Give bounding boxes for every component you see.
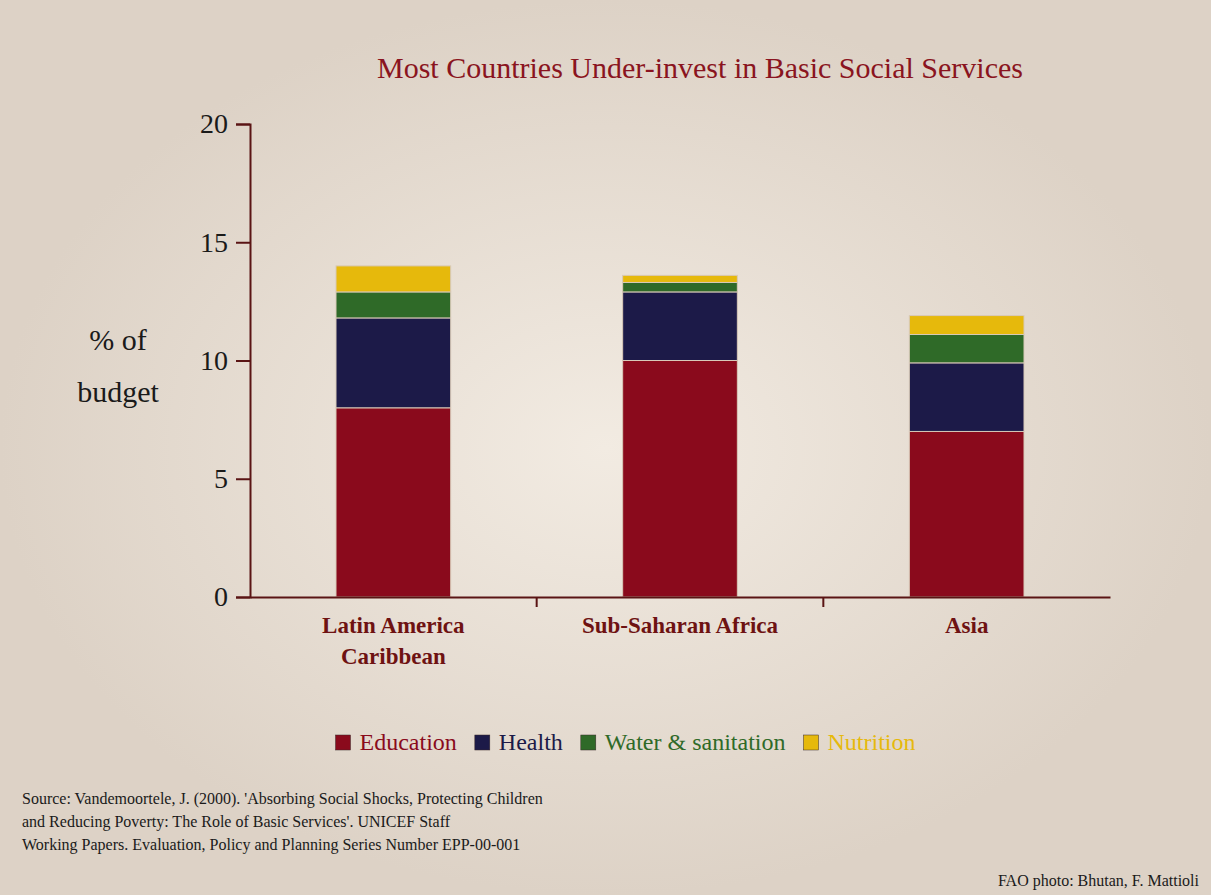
y-tick: 5 xyxy=(214,463,250,494)
bar-segment xyxy=(336,266,451,292)
legend-item: Nutrition xyxy=(803,729,915,755)
legend-swatch xyxy=(803,735,818,750)
bar-segment xyxy=(336,292,451,318)
legend-item: Health xyxy=(475,729,563,755)
y-tick-mark xyxy=(236,478,250,480)
bar-segment xyxy=(623,282,738,291)
chart: Most Countries Under-invest in Basic Soc… xyxy=(0,0,1211,895)
y-axis: 0 5 10 15 20 xyxy=(200,108,251,612)
bar-segment xyxy=(623,361,738,598)
y-tick-mark xyxy=(236,360,250,362)
series-2 xyxy=(336,282,1024,362)
legend-label: Education xyxy=(360,729,457,755)
y-tick-label: 5 xyxy=(214,463,228,494)
category-separator xyxy=(822,597,824,607)
background xyxy=(0,0,1211,895)
legend-label: Health xyxy=(499,729,563,755)
bar-segment xyxy=(336,318,451,408)
x-tick: Asia xyxy=(945,597,989,638)
legend-label: Water & sanitation xyxy=(605,729,786,755)
bar-segment xyxy=(909,316,1024,335)
x-axis: Latin AmericaCaribbean Sub-Saharan Africa… xyxy=(251,597,1111,669)
legend-label: Nutrition xyxy=(827,729,915,755)
y-tick-label: 0 xyxy=(214,581,228,612)
bars xyxy=(336,266,1024,597)
legend: Education Health Water & sanitation Nutriti… xyxy=(336,729,916,755)
y-tick: 10 xyxy=(200,345,250,376)
x-tick: Sub-Saharan Africa xyxy=(582,597,779,638)
source: Source: Vandemoortele, J. (2000). 'Absor… xyxy=(22,790,543,854)
title: Most Countries Under-invest in Basic Soc… xyxy=(377,51,1023,84)
bar-segment xyxy=(336,408,451,597)
legend-item: Water & sanitation xyxy=(581,729,786,755)
x-axis-line xyxy=(251,597,1111,599)
legend-swatch xyxy=(475,735,490,750)
x-tick-label: Latin AmericaCaribbean xyxy=(322,613,465,669)
bar-segment xyxy=(623,275,738,282)
category-separator xyxy=(536,597,538,607)
y-tick-mark xyxy=(236,597,250,599)
credit: FAO photo: Bhutan, F. Mattioli xyxy=(998,872,1200,890)
y-tick-mark xyxy=(236,124,250,126)
legend-item: Education xyxy=(336,729,457,755)
x-tick-label: Sub-Saharan Africa xyxy=(582,613,779,638)
bar-segment xyxy=(909,334,1024,362)
y-tick-label: 10 xyxy=(200,345,228,376)
y-tick-label: 20 xyxy=(200,108,228,139)
y-tick: 0 xyxy=(214,581,250,612)
series-3 xyxy=(336,266,1024,335)
bar-segment xyxy=(623,292,738,361)
legend-swatch xyxy=(581,735,596,750)
bar-segment xyxy=(909,431,1024,597)
bar-segment xyxy=(909,363,1024,432)
y-axis-line xyxy=(236,125,251,598)
x-tick-label: Asia xyxy=(945,613,989,638)
y-tick-mark xyxy=(236,242,250,244)
legend-swatch xyxy=(336,735,351,750)
y-tick-label: 15 xyxy=(200,227,228,258)
series-1 xyxy=(336,292,1024,432)
x-tick: Latin AmericaCaribbean xyxy=(322,597,465,669)
y-tick: 15 xyxy=(200,227,250,258)
y-axis-title: % ofbudget xyxy=(77,323,159,408)
y-tick: 20 xyxy=(200,108,250,139)
